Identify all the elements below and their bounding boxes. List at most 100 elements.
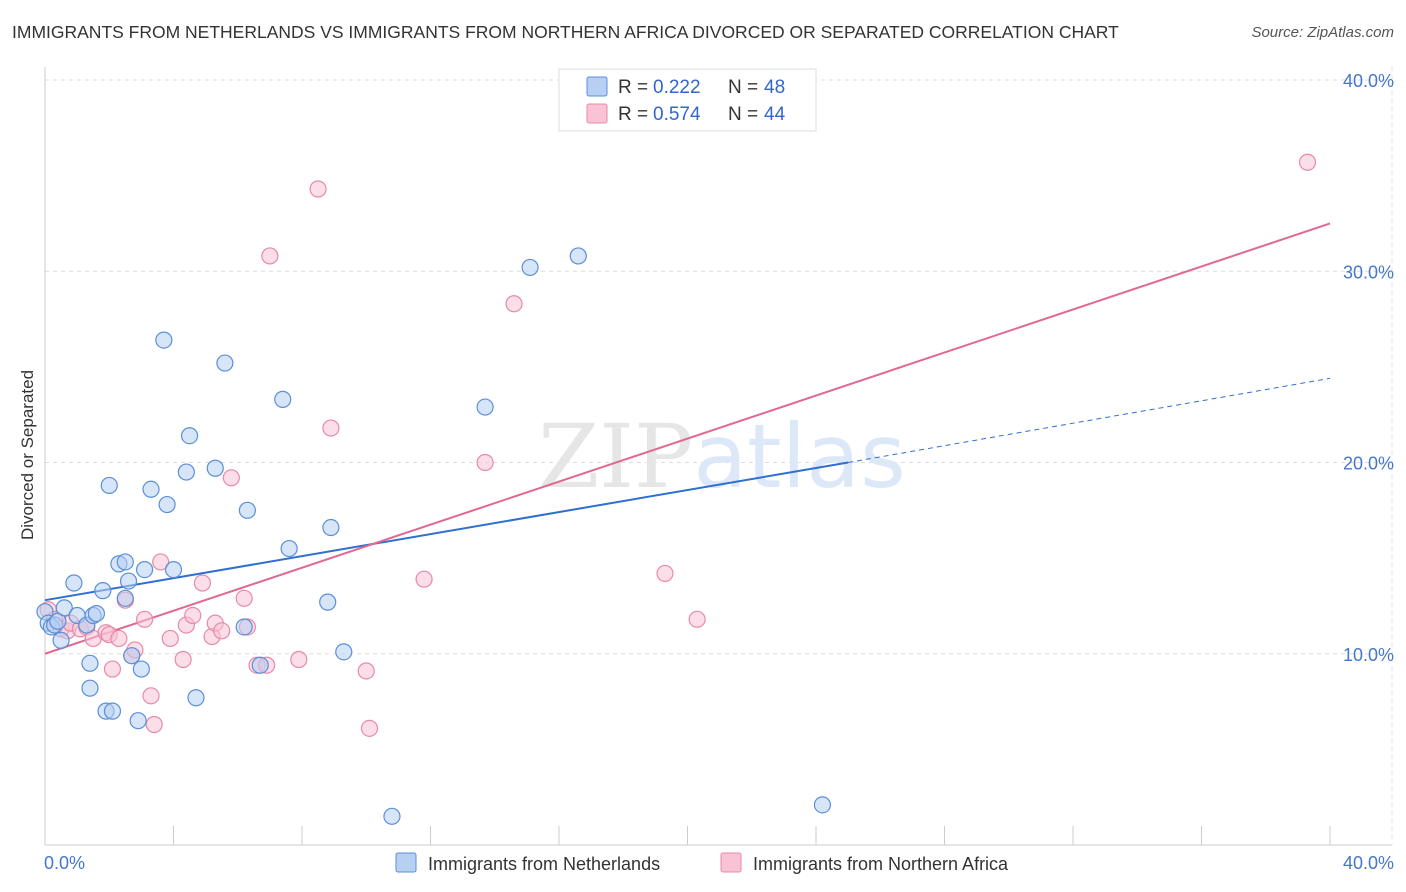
data-point-northern-africa <box>222 469 240 487</box>
data-point-netherlands <box>123 647 141 665</box>
data-point-northern-africa <box>688 610 706 628</box>
data-point-netherlands <box>521 258 539 277</box>
data-point-netherlands <box>132 660 150 678</box>
data-point-netherlands <box>103 702 122 720</box>
legend-r-label-pink: R = <box>618 104 648 125</box>
data-point-northern-africa <box>290 650 308 669</box>
data-point-northern-africa <box>135 610 154 628</box>
watermark-zip: ZIP <box>538 405 693 508</box>
trend-line-netherlands <box>44 461 849 602</box>
data-point-netherlands <box>216 354 234 372</box>
data-point-northern-africa <box>110 629 128 648</box>
watermark-atlas: atlas <box>693 405 906 508</box>
data-point-netherlands <box>235 618 253 636</box>
data-point-northern-africa <box>1298 153 1317 171</box>
data-point-netherlands <box>135 560 154 579</box>
bottom-legend-swatch-blue <box>395 852 417 873</box>
data-point-northern-africa <box>415 570 433 588</box>
data-point-netherlands <box>129 712 147 730</box>
y-tick-label: 10.0% <box>1343 645 1394 665</box>
data-point-netherlands <box>319 593 337 611</box>
data-point-northern-africa <box>145 715 163 734</box>
data-point-netherlands <box>65 574 83 592</box>
data-point-netherlands <box>206 459 224 477</box>
data-point-netherlands <box>335 643 353 661</box>
data-point-northern-africa <box>152 553 170 571</box>
watermark: ZIPatlas <box>538 405 906 508</box>
data-point-northern-africa <box>357 662 375 680</box>
data-point-netherlands <box>251 656 269 674</box>
legend-r-value-blue: 0.222 <box>653 77 701 98</box>
data-point-netherlands <box>322 518 340 537</box>
data-point-netherlands <box>81 654 99 672</box>
bottom-legend: Immigrants from Netherlands Immigrants f… <box>395 852 1009 874</box>
legend-swatch-blue <box>586 76 608 97</box>
data-point-northern-africa <box>261 247 279 265</box>
data-point-netherlands <box>280 539 298 558</box>
bottom-legend-label-northern-africa: Immigrants from Northern Africa <box>753 854 1009 874</box>
data-point-netherlands <box>119 572 138 590</box>
data-point-netherlands <box>155 331 173 349</box>
chart-title: IMMIGRANTS FROM NETHERLANDS VS IMMIGRANT… <box>12 22 1119 42</box>
chart-source: Source: ZipAtlas.com <box>1251 24 1394 41</box>
x-tick-label-max: 40.0% <box>1343 853 1394 873</box>
data-point-northern-africa <box>360 719 379 737</box>
legend-n-label-blue: N = <box>728 77 758 98</box>
data-point-netherlands <box>116 553 134 571</box>
y-axis-title: Divorced or Separated <box>18 370 37 540</box>
bottom-legend-swatch-pink <box>720 852 742 873</box>
data-point-northern-africa <box>656 564 674 583</box>
trend-line-netherlands-extension <box>848 377 1331 463</box>
data-point-northern-africa <box>142 687 160 705</box>
data-point-northern-africa <box>184 606 202 625</box>
data-point-netherlands <box>180 427 199 445</box>
data-point-netherlands <box>55 599 73 617</box>
data-point-northern-africa <box>103 660 122 678</box>
data-point-northern-africa <box>505 295 523 313</box>
legend-swatch-pink <box>586 103 608 124</box>
x-tick-labels: 0.0% 40.0% <box>44 853 1394 873</box>
data-point-netherlands <box>177 463 195 481</box>
legend-n-value-blue: 48 <box>764 77 785 98</box>
data-point-netherlands <box>116 589 134 607</box>
trend-line-northern-africa <box>44 222 1331 655</box>
data-point-northern-africa <box>476 453 494 472</box>
data-point-netherlands <box>274 390 292 408</box>
y-tick-labels: 10.0% 20.0% 30.0% 40.0% <box>1343 71 1394 665</box>
data-point-netherlands <box>87 604 106 623</box>
data-point-northern-africa <box>309 180 327 198</box>
legend-r-value-pink: 0.574 <box>653 104 701 125</box>
legend: R = 0.222 N = 48 R = 0.574 N = 44 <box>558 68 817 132</box>
gridlines <box>45 79 1392 655</box>
data-point-netherlands <box>569 247 587 265</box>
data-point-netherlands <box>81 679 99 697</box>
bottom-legend-label-netherlands: Immigrants from Netherlands <box>428 854 660 874</box>
data-point-netherlands <box>100 476 118 495</box>
legend-r-label-blue: R = <box>618 77 648 98</box>
data-point-northern-africa <box>213 622 231 640</box>
y-tick-label: 20.0% <box>1343 454 1394 474</box>
data-point-netherlands <box>52 631 70 649</box>
data-point-northern-africa <box>235 589 253 607</box>
data-point-netherlands <box>238 501 256 519</box>
legend-n-label-pink: N = <box>728 104 758 125</box>
legend-n-value-pink: 44 <box>764 104 786 125</box>
data-point-northern-africa <box>193 574 212 592</box>
data-point-netherlands <box>476 398 494 416</box>
data-point-netherlands <box>383 807 401 825</box>
data-point-netherlands <box>94 582 112 600</box>
axes <box>44 67 1393 846</box>
trend-lines <box>44 222 1331 655</box>
data-point-northern-africa <box>322 419 340 437</box>
data-point-northern-africa <box>161 629 179 648</box>
data-point-netherlands <box>813 796 832 814</box>
x-tick-label-min: 0.0% <box>44 853 85 873</box>
data-point-netherlands <box>187 689 205 707</box>
y-tick-label: 40.0% <box>1343 71 1394 91</box>
series-netherlands-points <box>36 247 832 825</box>
data-point-netherlands <box>142 480 160 498</box>
data-point-northern-africa <box>174 650 192 669</box>
y-tick-label: 30.0% <box>1343 262 1394 282</box>
data-point-netherlands <box>164 560 183 579</box>
